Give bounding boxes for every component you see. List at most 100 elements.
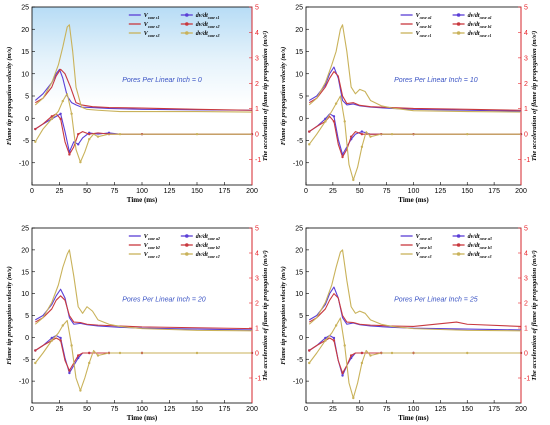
chart-annotation: Pores Per Linear Inch = 25 <box>394 297 478 304</box>
legend-label: dv/dtcase s2 <box>196 22 220 29</box>
y-tick-label: -10 <box>293 160 303 167</box>
right-tick-label: 4 <box>524 251 528 258</box>
series-point <box>59 336 62 340</box>
x-tick-label: 125 <box>435 406 447 413</box>
series-point <box>79 389 82 392</box>
y-tick-label: 0 <box>25 335 29 342</box>
legend-marker <box>185 22 189 26</box>
legend-marker <box>185 234 189 238</box>
x-tick-label: 175 <box>488 406 500 413</box>
series-point <box>59 112 62 116</box>
y-tick-label: 15 <box>295 269 303 276</box>
series-line-4 <box>308 337 521 374</box>
series-point <box>308 349 311 352</box>
series-point <box>61 324 64 327</box>
series-line-4 <box>308 115 521 158</box>
y-tick-label: 15 <box>21 49 29 56</box>
y-tick-label: 0 <box>299 116 303 123</box>
right-axis-label: The acceleration of flame tip propagatio… <box>531 31 538 162</box>
series-point <box>79 160 82 164</box>
legend-label: dv/dtcase a2 <box>196 234 220 241</box>
x-tick-label: 150 <box>191 188 203 195</box>
series-point <box>349 135 353 138</box>
chart-panel-top-left: 0 25 50 75 100 125 150 175 200-10-50510152025-10… <box>6 5 269 205</box>
y-tick-label: 10 <box>295 291 303 298</box>
series-line-4 <box>35 337 252 372</box>
legend-marker <box>185 243 189 247</box>
legend-label: Vcase b3 <box>416 243 432 250</box>
legend-label: dv/dtcase c1 <box>468 31 492 38</box>
right-tick-label: 2 <box>255 81 259 88</box>
chart-annotation: Pores Per Linear Inch = 0 <box>122 77 202 84</box>
legend-marker <box>456 13 461 17</box>
series-point <box>68 153 71 156</box>
right-tick-label: 0 <box>255 132 259 139</box>
legend-label: Vcase a3 <box>416 234 432 241</box>
x-tick-label: 50 <box>356 188 364 195</box>
x-tick-label: 200 <box>246 188 258 195</box>
series-point <box>77 354 80 357</box>
right-tick-label: 3 <box>524 55 528 62</box>
y-tick-label: 10 <box>21 291 29 298</box>
series-point <box>352 178 355 182</box>
legend-label: dv/dtcase c2 <box>196 252 220 259</box>
x-tick-label: 0 <box>30 406 34 413</box>
series-point <box>308 143 311 146</box>
series-point <box>466 132 469 136</box>
y-tick-label: 25 <box>21 5 29 12</box>
x-tick-label: 125 <box>164 188 176 195</box>
y-axis-label: Flame tip propagation velocity (m/s) <box>280 47 287 146</box>
series-point <box>369 135 372 138</box>
x-tick-label: 25 <box>329 188 337 195</box>
x-tick-label: 50 <box>356 406 364 413</box>
series-line-5 <box>34 92 252 163</box>
right-tick-label: -1 <box>255 376 261 383</box>
legend-label: Vcase s2 <box>144 22 160 29</box>
series-point <box>341 371 344 375</box>
right-tick-label: 4 <box>255 251 259 258</box>
series-point <box>61 99 64 103</box>
legend-label: Vcase s3 <box>144 31 160 38</box>
x-tick-label: 125 <box>435 188 447 195</box>
series-point <box>118 132 122 136</box>
x-axis-label: Time (ms) <box>127 414 158 422</box>
series-point <box>50 336 53 340</box>
x-tick-label: 0 <box>30 188 34 195</box>
series-point <box>34 127 37 131</box>
series-point <box>324 120 327 123</box>
legend-label: dv/dtcase s3 <box>196 31 220 38</box>
y-tick-label: -5 <box>297 138 303 145</box>
series-point <box>50 339 53 342</box>
series-line-1 <box>35 68 253 111</box>
x-tick-label: 50 <box>83 406 91 413</box>
x-tick-label: 200 <box>515 188 527 195</box>
x-tick-label: 25 <box>329 406 337 413</box>
y-tick-label: -5 <box>23 357 29 364</box>
x-tick-label: 0 <box>304 406 308 413</box>
legend-label: Vcase b2 <box>144 243 160 250</box>
x-tick-label: 75 <box>111 188 119 195</box>
series-point <box>88 132 91 136</box>
x-tick-label: 75 <box>383 406 391 413</box>
x-tick-label: 125 <box>164 406 176 413</box>
series-point <box>88 361 91 365</box>
y-tick-label: 25 <box>21 226 29 233</box>
right-tick-label: 2 <box>255 301 259 308</box>
series-point <box>332 339 336 342</box>
series-point <box>466 351 469 355</box>
series-point <box>308 130 311 133</box>
series-point <box>334 102 338 105</box>
y-tick-label: 20 <box>295 247 303 254</box>
y-tick-label: -5 <box>297 357 303 364</box>
series-line-1 <box>308 293 522 327</box>
legend-label: Vcase b1 <box>416 22 432 29</box>
y-tick-label: 5 <box>299 94 303 101</box>
x-tick-label: 175 <box>488 188 500 195</box>
series-point <box>360 132 364 136</box>
series-point <box>50 115 53 118</box>
series-point <box>332 120 336 123</box>
chart-annotation: Pores Per Linear Inch = 10 <box>394 77 478 84</box>
legend-label: dv/dtcase a1 <box>468 13 492 20</box>
series-point <box>68 371 71 375</box>
